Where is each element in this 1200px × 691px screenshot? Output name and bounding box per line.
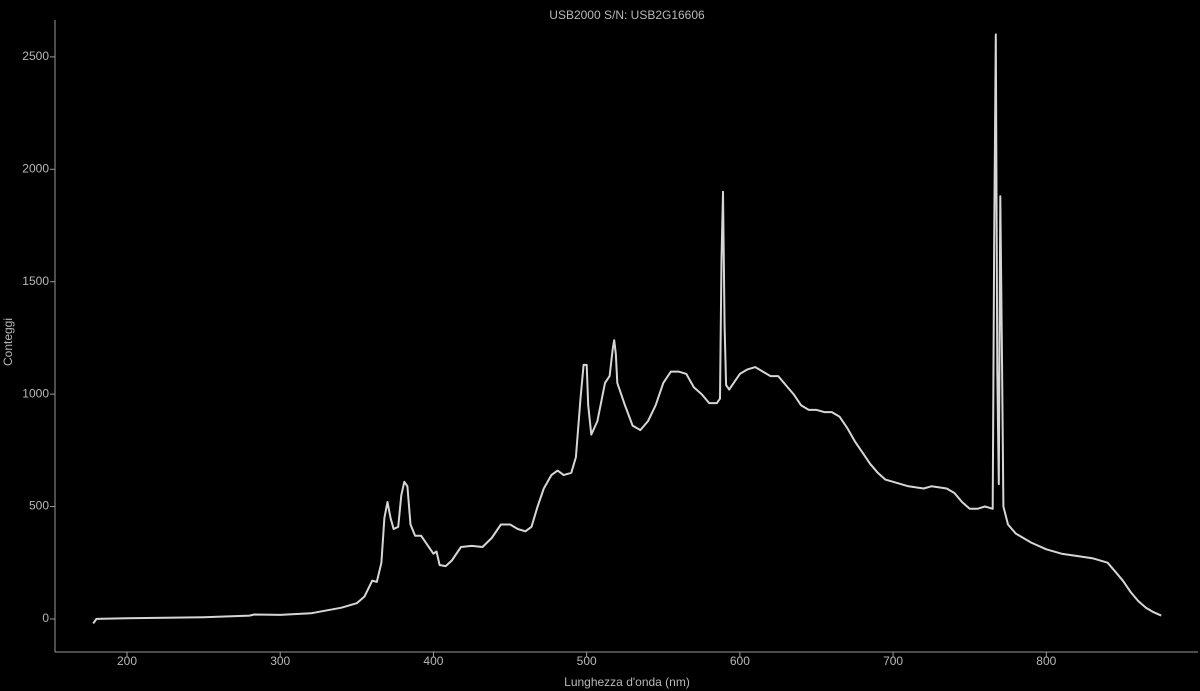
spectrum-line xyxy=(92,33,1162,624)
y-tick-label: 0 xyxy=(42,611,49,625)
x-tick-label: 600 xyxy=(730,654,750,668)
x-tick-label: 200 xyxy=(117,654,137,668)
y-axis-label: Conteggi xyxy=(1,318,15,366)
x-tick-label: 800 xyxy=(1036,654,1056,668)
x-axis-label: Lunghezza d'onda (nm) xyxy=(564,675,690,689)
x-tick-label: 300 xyxy=(270,654,290,668)
x-tick-label: 500 xyxy=(577,654,597,668)
x-tick-label: 700 xyxy=(883,654,903,668)
y-tick-label: 1000 xyxy=(22,386,49,400)
y-tick-label: 500 xyxy=(29,499,49,513)
y-tick-label: 1500 xyxy=(22,274,49,288)
y-tick-label: 2500 xyxy=(22,49,49,63)
x-tick-label: 400 xyxy=(423,654,443,668)
y-tick-label: 2000 xyxy=(22,161,49,175)
chart-title: USB2000 S/N: USB2G16606 xyxy=(549,8,705,22)
